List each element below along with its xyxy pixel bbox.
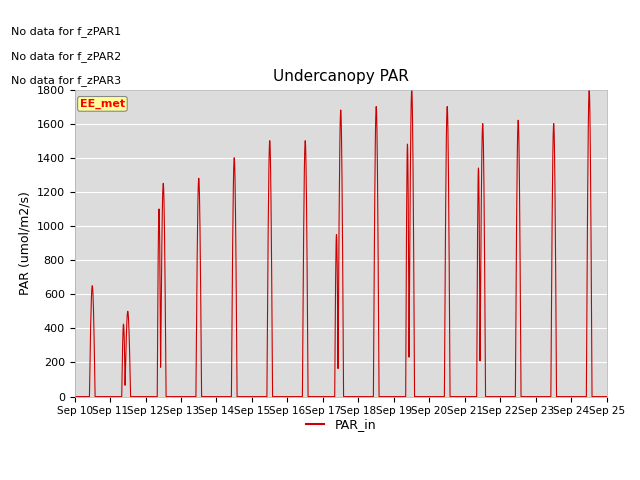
Text: No data for f_zPAR3: No data for f_zPAR3 bbox=[11, 75, 121, 86]
Text: EE_met: EE_met bbox=[80, 99, 125, 109]
Title: Undercanopy PAR: Undercanopy PAR bbox=[273, 69, 409, 84]
Text: No data for f_zPAR2: No data for f_zPAR2 bbox=[11, 51, 121, 62]
Legend: PAR_in: PAR_in bbox=[301, 413, 381, 436]
Y-axis label: PAR (umol/m2/s): PAR (umol/m2/s) bbox=[18, 191, 31, 295]
Text: No data for f_zPAR1: No data for f_zPAR1 bbox=[11, 26, 121, 37]
